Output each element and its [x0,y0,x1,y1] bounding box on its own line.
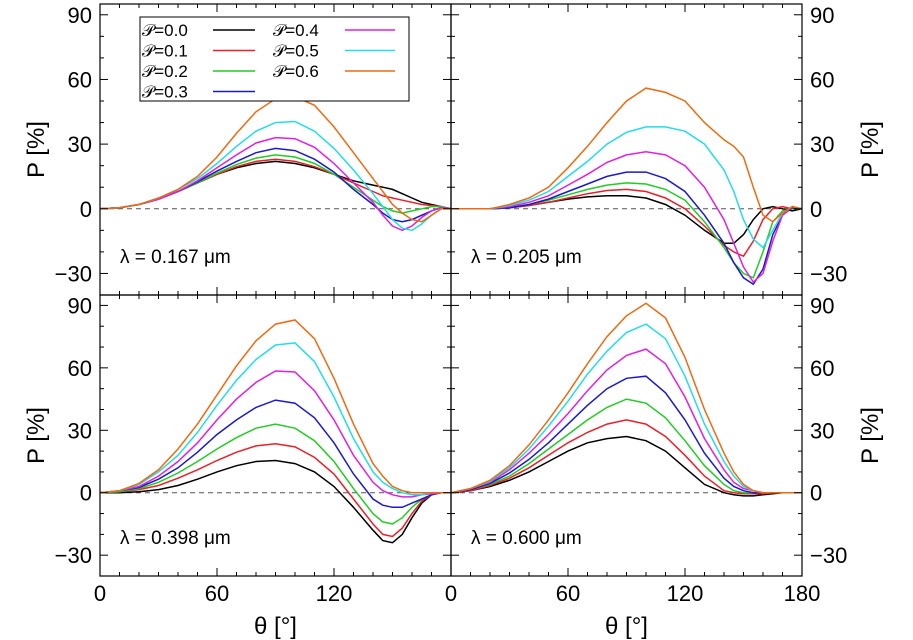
y-tick-label: 0 [810,481,822,506]
y-tick-label: 60 [68,356,92,381]
y-tick-label: 90 [810,3,834,28]
series-line-p05 [450,323,802,494]
legend-label: 𝒫=0.2 [142,62,188,81]
legend: 𝒫=0.0 𝒫=0.1𝒫=0.2 𝒫=0.3 𝒫=0.4 𝒫=0.5𝒫=0.6 [139,16,410,102]
series-line-p05 [451,126,803,249]
legend-box [139,16,410,102]
series-line-p06 [99,95,451,223]
legend-entry: 𝒫=0.6 [273,62,395,81]
legend-entry: 𝒫=0.5 [273,42,395,61]
legend-label: 𝒫=0.5 [273,42,319,61]
wavelength-annotation: λ = 0.600 μm [471,528,582,549]
legend-entry: 𝒫=0.1 [142,42,255,61]
x-tick-label: 60 [205,581,229,606]
series-line-p03 [450,375,802,494]
wavelength-annotation: λ = 0.398 μm [120,528,231,549]
series-line-p00 [450,435,802,497]
legend-label: 𝒫=0.6 [273,62,319,81]
x-tick-label: 60 [556,581,580,606]
series-line-p00 [100,459,451,544]
series-line-p01 [99,443,451,538]
series-line-p04 [451,150,803,284]
x-tick-label: 120 [667,581,704,606]
x-axis-label: θ [°] [605,613,648,640]
series-line-p00 [451,195,803,245]
y-tick-label: 90 [68,293,92,318]
y-tick-label: 60 [810,67,834,92]
y-tick-label: 30 [68,132,92,157]
series-line-p02 [450,398,802,494]
panel-4: −30 0 30 60 90 0 60 120 180 θ [°] P [%] λ = 0.600 μ… [445,293,884,640]
series-line-p02 [99,423,451,525]
series-line-p04 [99,136,452,232]
x-axis-label: θ [°] [254,613,297,640]
y-tick-label: −30 [810,261,847,286]
x-tick-label: 180 [784,581,821,606]
x-tick-label: 0 [445,581,457,606]
legend-entry: 𝒫=0.0 [142,21,255,40]
legend-entry: 𝒫=0.3 [142,83,255,102]
y-tick-label: 60 [68,67,92,92]
legend-label: 𝒫=0.3 [142,83,188,102]
series-line-p06 [451,87,803,223]
y-axis-label: P [%] [857,121,884,178]
wavelength-annotation: λ = 0.205 μm [471,247,582,268]
series-line-p03 [99,399,451,509]
y-tick-label: −30 [810,543,847,568]
y-tick-label: 90 [68,3,92,28]
y-tick-label: 30 [810,132,834,157]
panel-2: −30 0 30 60 90 P [%] λ = 0.205 μm [450,3,884,296]
y-tick-label: −30 [55,543,92,568]
series-line-p00 [99,160,452,210]
legend-label: 𝒫=0.0 [142,21,188,40]
series-line-p06 [450,302,802,494]
series-line-p04 [99,370,451,498]
y-tick-label: 60 [810,356,834,381]
series-line-p06 [99,319,451,494]
series-line-p02 [99,154,452,214]
y-tick-label: 30 [68,418,92,443]
y-axis-label: P [%] [23,407,50,464]
legend-entry: 𝒫=0.2 [142,62,255,81]
y-tick-label: 0 [810,197,822,222]
legend-label: 𝒫=0.4 [273,21,319,40]
y-tick-label: −30 [55,261,92,286]
series-line-p03 [451,171,803,286]
y-tick-label: 90 [810,293,834,318]
legend-entry: 𝒫=0.4 [273,21,395,40]
y-tick-label: 0 [80,197,92,222]
wavelength-annotation: λ = 0.167 μm [120,247,231,268]
panel-1: −30 0 30 60 90 P [%] λ = 0.167 μm [23,3,452,296]
series-line-p05 [99,342,451,496]
legend-label: 𝒫=0.1 [142,42,188,61]
y-axis-label: P [%] [857,407,884,464]
x-tick-label: 0 [94,581,106,606]
y-tick-label: 30 [810,418,834,443]
y-tick-label: 0 [80,481,92,506]
y-axis-label: P [%] [23,121,50,178]
x-tick-label: 120 [316,581,353,606]
